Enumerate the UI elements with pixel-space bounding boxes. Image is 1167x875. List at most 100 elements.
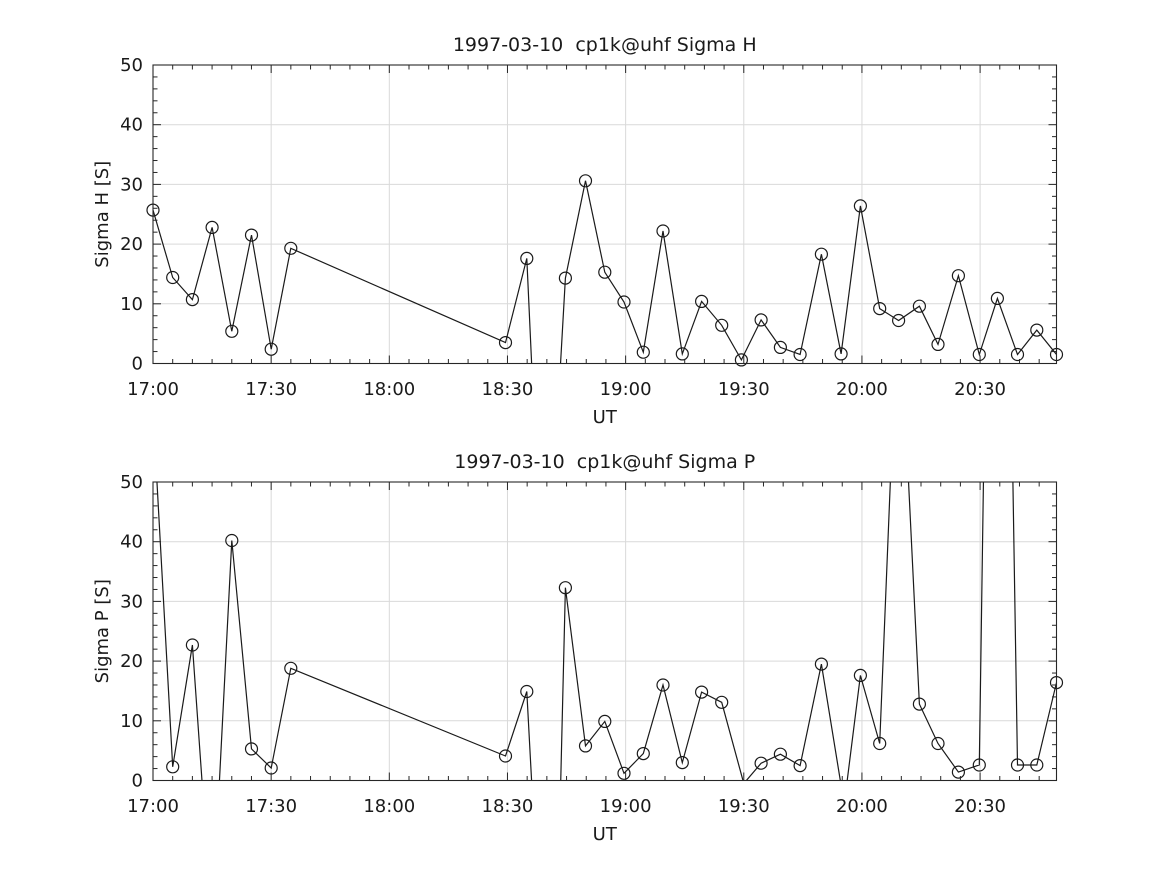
data-point-marker — [912, 697, 927, 711]
data-point-marker — [225, 324, 239, 338]
x-tick-label: 17:00 — [127, 379, 179, 400]
y-tick-label: 50 — [120, 55, 143, 76]
data-point-marker — [617, 766, 631, 780]
data-point-marker — [558, 271, 573, 285]
data-point-marker — [834, 347, 848, 361]
y-tick-label: 50 — [120, 472, 143, 493]
x-tick-label: 17:30 — [245, 379, 297, 400]
plot-title: 1997-03-10 cp1k@uhf Sigma P — [454, 451, 755, 473]
data-point-marker — [814, 247, 829, 261]
y-tick-label: 30 — [120, 174, 143, 195]
data-point-marker — [853, 668, 868, 683]
y-tick-label: 40 — [120, 115, 143, 136]
series-line — [156, 482, 1057, 781]
data-point-marker — [498, 749, 513, 763]
x-tick-label: 19:30 — [718, 796, 770, 817]
data-point-marker — [873, 302, 887, 316]
data-point-marker — [185, 638, 199, 652]
data-point-marker — [715, 695, 729, 709]
sigma-h-chart: 1997-03-10 cp1k@uhf Sigma H 17:00 17:30 18:… — [92, 34, 1064, 428]
y-tick-label: 0 — [132, 354, 143, 375]
data-point-marker — [912, 299, 927, 313]
data-point-marker — [244, 228, 259, 242]
x-axis-label: UT — [593, 407, 618, 428]
data-point-marker — [793, 347, 807, 362]
data-point-marker — [284, 241, 298, 255]
x-tick-label: 20:00 — [836, 796, 888, 817]
data-point-marker — [754, 756, 768, 770]
data-point-marker — [558, 581, 573, 595]
data-point-marker — [773, 747, 788, 761]
y-tick-label: 10 — [120, 294, 143, 315]
data-point-marker — [284, 661, 298, 675]
plot-box — [152, 64, 1058, 365]
data-point-marker — [264, 342, 278, 356]
x-tick-label: 17:30 — [245, 796, 297, 817]
data-point-marker — [951, 765, 966, 779]
data-point-marker — [853, 199, 868, 213]
data-point-marker — [891, 313, 906, 328]
data-point-marker — [773, 340, 788, 354]
y-tick-label: 10 — [120, 711, 143, 732]
data-point-marker — [520, 684, 534, 699]
x-tick-label: 19:00 — [600, 796, 652, 817]
x-tick-label: 20:00 — [836, 379, 888, 400]
data-point-marker — [931, 736, 945, 751]
x-tick-label: 20:30 — [954, 379, 1006, 400]
x-tick-label: 19:00 — [600, 379, 652, 400]
y-tick-label: 0 — [132, 771, 143, 792]
data-point-marker — [990, 291, 1005, 305]
data-point-marker — [1030, 758, 1044, 772]
x-tick-label: 18:30 — [482, 379, 534, 400]
data-point-marker — [598, 265, 612, 279]
data-point-marker — [636, 345, 650, 359]
x-tick-label: 18:00 — [363, 379, 415, 400]
x-tick-label: 20:30 — [954, 796, 1006, 817]
data-point-marker — [1010, 347, 1025, 362]
data-point-marker — [931, 337, 945, 351]
data-point-marker — [793, 758, 807, 773]
data-point-marker — [244, 742, 259, 756]
data-point-marker — [520, 251, 534, 265]
data-point-marker — [675, 755, 689, 770]
data-point-marker — [694, 685, 709, 699]
data-point-marker — [972, 347, 986, 362]
data-point-marker — [951, 269, 966, 283]
data-point-marker — [636, 746, 650, 761]
data-point-marker — [185, 293, 199, 307]
data-point-marker — [498, 336, 513, 350]
data-point-marker — [754, 313, 768, 327]
data-point-marker — [578, 174, 593, 188]
x-axis-label: UT — [593, 824, 618, 845]
data-point-marker — [734, 353, 749, 367]
y-tick-label: 20 — [120, 234, 143, 255]
x-tick-label: 18:30 — [482, 796, 534, 817]
plot-box — [152, 481, 1058, 782]
series-line — [153, 180, 1057, 364]
data-point-marker — [972, 758, 986, 772]
data-point-marker — [873, 736, 887, 751]
x-tick-label: 19:30 — [718, 379, 770, 400]
data-point-marker — [1030, 323, 1044, 337]
data-point-marker — [656, 678, 670, 692]
x-tick-label: 17:00 — [127, 796, 179, 817]
data-point-marker — [656, 224, 670, 238]
data-point-marker — [675, 347, 689, 361]
data-point-marker — [694, 294, 709, 308]
x-tick-label: 18:00 — [363, 796, 415, 817]
data-point-marker — [1010, 758, 1025, 772]
data-point-marker — [166, 270, 180, 285]
plot-title: 1997-03-10 cp1k@uhf Sigma H — [453, 34, 757, 56]
y-tick-label: 40 — [120, 532, 143, 553]
data-point-marker — [598, 714, 612, 729]
data-point-marker — [617, 295, 631, 309]
y-tick-label: 20 — [120, 651, 143, 672]
data-point-marker — [715, 318, 729, 332]
y-axis-label: Sigma P [S] — [92, 579, 113, 683]
y-axis-label: Sigma H [S] — [92, 161, 113, 268]
data-point-marker — [814, 657, 829, 671]
data-point-marker — [225, 533, 239, 548]
y-tick-label: 30 — [120, 591, 143, 612]
data-point-marker — [166, 760, 180, 774]
